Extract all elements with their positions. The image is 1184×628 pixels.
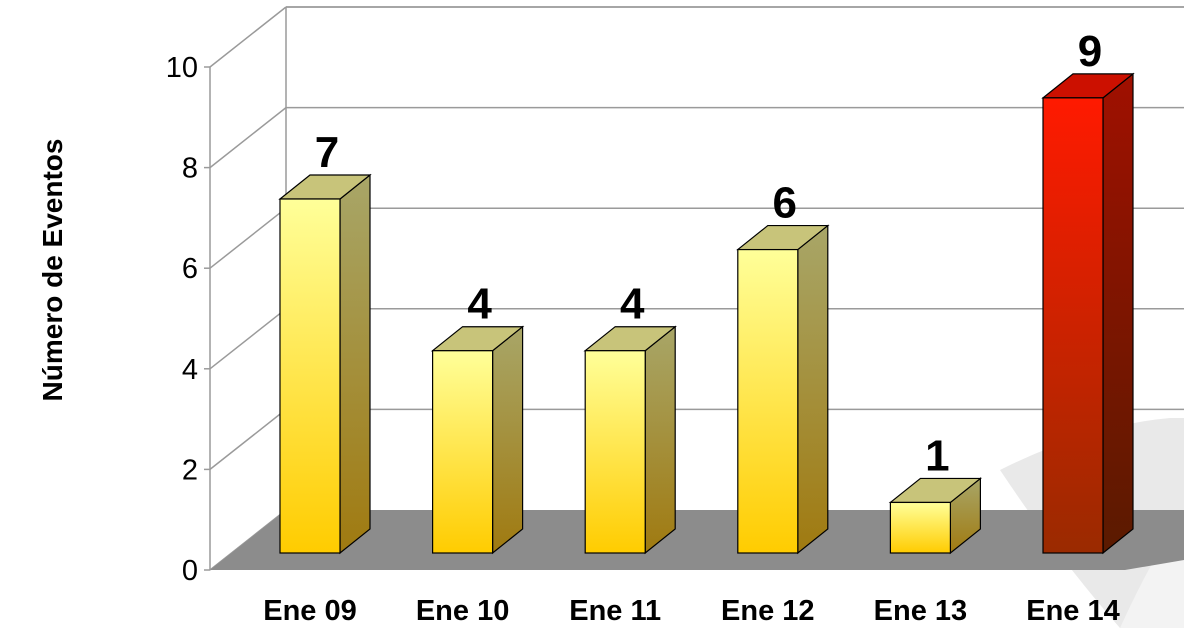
bar-front-face <box>279 198 341 554</box>
data-label: 4 <box>620 280 645 329</box>
side-gridline <box>209 6 287 68</box>
data-label: 9 <box>1078 27 1102 76</box>
bar-side-face <box>644 325 676 555</box>
y-tick-label: 4 <box>182 354 198 386</box>
bars <box>278 72 1135 555</box>
bar <box>736 224 830 555</box>
x-tick-label: Ene 10 <box>416 595 510 627</box>
data-labels: 7 4 4 6 1 9 <box>315 27 1102 481</box>
y-tick-label: 0 <box>182 555 198 587</box>
y-axis <box>204 66 211 571</box>
bar-front-face <box>737 248 799 554</box>
bar <box>888 477 983 555</box>
x-axis-tick-labels: Ene 09 Ene 10 Ene 11 Ene 12 Ene 13 Ene 14 <box>263 595 1120 627</box>
data-label: 1 <box>925 431 949 480</box>
bar <box>1041 72 1135 555</box>
x-tick-label: Ene 12 <box>721 595 815 627</box>
data-label: 7 <box>315 128 339 177</box>
bar-front-face <box>889 501 952 554</box>
side-gridline <box>209 308 287 370</box>
bar-side-face <box>339 173 371 555</box>
bar <box>430 325 525 555</box>
side-gridline <box>209 107 287 169</box>
bar-front-face <box>1042 97 1104 554</box>
bar-side-face <box>492 325 524 555</box>
bar-side-face <box>797 224 829 555</box>
side-gridline <box>209 207 287 269</box>
x-tick-label: Ene 11 <box>569 595 661 627</box>
bar-side-face <box>1102 72 1134 555</box>
x-tick-label: Ene 13 <box>874 595 968 627</box>
bar-front-face <box>432 350 494 554</box>
bar <box>278 173 372 555</box>
y-axis-label: Número de Eventos <box>37 139 68 402</box>
data-label: 6 <box>773 179 797 228</box>
y-tick-label: 8 <box>182 153 198 185</box>
bar <box>583 325 677 555</box>
bar-front-face <box>584 350 646 554</box>
y-tick-label: 6 <box>182 253 198 285</box>
x-tick-label: Ene 09 <box>263 595 357 627</box>
y-axis-tick-labels: 0 2 4 6 8 10 <box>166 52 198 587</box>
x-tick-label: Ene 14 <box>1026 595 1120 627</box>
data-label: 4 <box>467 280 492 329</box>
y-tick-label: 2 <box>182 454 198 486</box>
y-tick-label: 10 <box>166 52 198 84</box>
side-gridline <box>209 408 287 470</box>
